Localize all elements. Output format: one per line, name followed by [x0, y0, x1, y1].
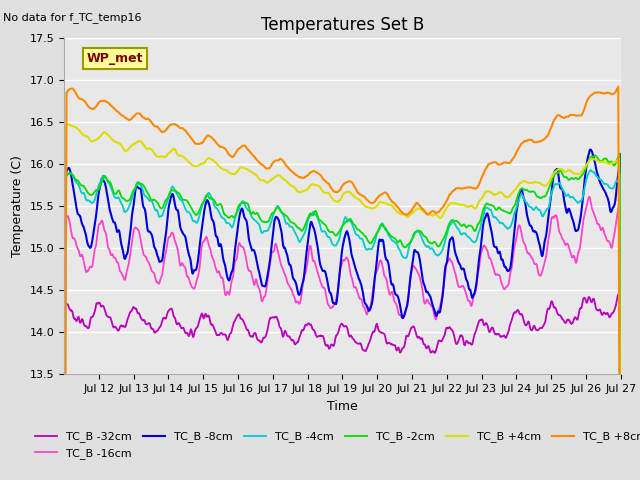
- TC_B -4cm: [474, 234, 481, 240]
- TC_B -16cm: [610, 235, 618, 240]
- TC_B +8cm: [328, 186, 335, 192]
- TC_B -32cm: [474, 323, 481, 328]
- TC_B +4cm: [148, 146, 156, 152]
- Line: TC_B +4cm: TC_B +4cm: [64, 124, 621, 480]
- TC_B -16cm: [474, 273, 481, 279]
- TC_B -2cm: [616, 151, 623, 156]
- TC_B -8cm: [556, 178, 563, 184]
- TC_B +4cm: [328, 195, 336, 201]
- Line: TC_B +8cm: TC_B +8cm: [64, 87, 621, 480]
- TC_B +8cm: [474, 184, 481, 190]
- TC_B -16cm: [328, 305, 335, 311]
- TC_B -2cm: [317, 218, 325, 224]
- Line: TC_B -16cm: TC_B -16cm: [64, 196, 621, 480]
- TC_B -4cm: [556, 180, 563, 186]
- TC_B -16cm: [616, 193, 624, 199]
- TC_B +4cm: [317, 187, 325, 192]
- TC_B -4cm: [147, 198, 155, 204]
- TC_B -8cm: [328, 294, 335, 300]
- Line: TC_B -4cm: TC_B -4cm: [64, 170, 621, 480]
- TC_B -4cm: [587, 167, 595, 173]
- TC_B -2cm: [147, 197, 155, 203]
- TC_B -2cm: [328, 229, 335, 235]
- TC_B +8cm: [147, 119, 155, 125]
- TC_B -8cm: [586, 147, 594, 153]
- TC_B -32cm: [610, 309, 618, 315]
- TC_B +4cm: [556, 166, 563, 172]
- TC_B +4cm: [474, 201, 482, 207]
- X-axis label: Time: Time: [327, 400, 358, 413]
- TC_B -32cm: [556, 312, 563, 318]
- TC_B -16cm: [556, 228, 563, 234]
- TC_B -2cm: [556, 168, 563, 174]
- TC_B -8cm: [317, 264, 325, 270]
- TC_B -4cm: [610, 184, 618, 190]
- TC_B -2cm: [474, 222, 481, 228]
- TC_B -8cm: [610, 204, 618, 209]
- Title: Temperatures Set B: Temperatures Set B: [260, 16, 424, 34]
- TC_B -16cm: [317, 280, 325, 286]
- TC_B -32cm: [328, 342, 335, 348]
- TC_B +4cm: [65, 121, 73, 127]
- TC_B -8cm: [474, 271, 481, 277]
- TC_B +8cm: [317, 173, 325, 179]
- TC_B -32cm: [616, 289, 624, 295]
- TC_B -4cm: [317, 227, 325, 232]
- TC_B +8cm: [614, 84, 622, 90]
- TC_B -32cm: [317, 333, 325, 339]
- Line: TC_B -8cm: TC_B -8cm: [64, 150, 621, 480]
- Text: WP_met: WP_met: [86, 52, 143, 65]
- Line: TC_B -2cm: TC_B -2cm: [64, 154, 621, 480]
- Line: TC_B -32cm: TC_B -32cm: [64, 292, 621, 480]
- TC_B -16cm: [147, 266, 155, 272]
- TC_B -8cm: [147, 231, 155, 237]
- TC_B +4cm: [610, 159, 618, 165]
- Text: No data for f_TC_temp16: No data for f_TC_temp16: [3, 12, 141, 23]
- TC_B -2cm: [610, 162, 618, 168]
- TC_B +8cm: [556, 112, 563, 118]
- Y-axis label: Temperature (C): Temperature (C): [11, 156, 24, 257]
- TC_B -4cm: [328, 240, 335, 245]
- TC_B -32cm: [147, 325, 155, 331]
- TC_B +8cm: [610, 91, 618, 96]
- Legend: TC_B -32cm, TC_B -16cm, TC_B -8cm, TC_B -4cm, TC_B -2cm, TC_B +4cm, TC_B +8cm: TC_B -32cm, TC_B -16cm, TC_B -8cm, TC_B …: [31, 427, 640, 463]
